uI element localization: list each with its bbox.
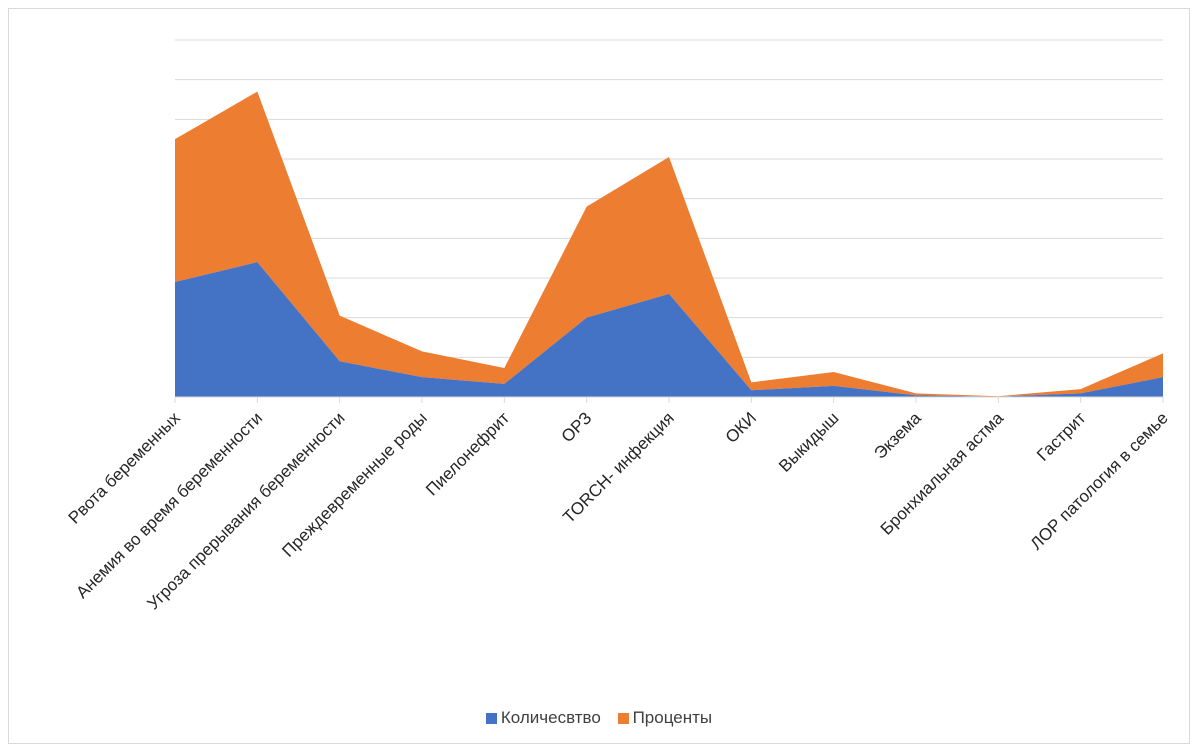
x-tick-label: Преждевременные роды: [278, 408, 430, 560]
x-tick-label: Экзема: [870, 408, 925, 463]
x-tick-label: Пиелонефрит: [422, 408, 513, 499]
area-series-procenty: [175, 91, 1163, 397]
legend-label-procenty: Проценты: [632, 708, 713, 727]
series-areas: [175, 91, 1163, 397]
x-tick-label: ОКИ: [722, 408, 760, 446]
x-tick-label: ЛОР патология в семье: [1027, 408, 1172, 553]
x-tick-label: ОРЗ: [558, 408, 596, 446]
legend-label-kolichestvo: Количесвтво: [500, 708, 601, 727]
x-tick-label: Выкидыш: [775, 408, 842, 475]
legend-item-procenty: Проценты: [617, 708, 713, 728]
x-tick-label: Гастрит: [1033, 408, 1090, 465]
area-series-kolichestvo: [175, 262, 1163, 397]
legend-swatch-kolichestvo: [485, 712, 497, 724]
legend-swatch-procenty: [617, 712, 629, 724]
legend: Количесвтво Проценты: [0, 708, 1198, 729]
legend-item-kolichestvo: Количесвтво: [485, 708, 601, 728]
